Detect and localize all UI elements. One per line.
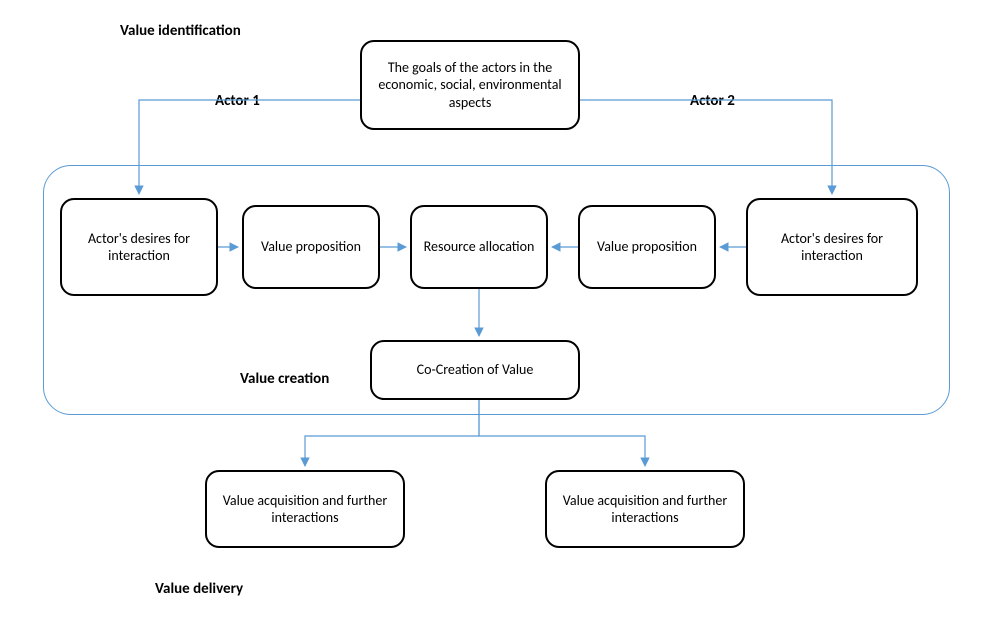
node-goals: The goals of the actors in the economic,… <box>360 40 580 130</box>
node-desires-left: Actor's desires for interaction <box>60 198 218 296</box>
label-value-identification: Value identification <box>120 22 241 40</box>
node-vaq-right: Value acquisition and further interactio… <box>545 470 745 548</box>
label-actor1: Actor 1 <box>215 92 260 110</box>
label-value-creation: Value creation <box>240 370 329 388</box>
node-vaq-left: Value acquisition and further interactio… <box>205 470 405 548</box>
label-actor2: Actor 2 <box>690 92 735 110</box>
node-value-prop-right: Value proposition <box>578 205 716 289</box>
node-resource-alloc: Resource allocation <box>410 205 548 289</box>
node-value-prop-left: Value proposition <box>242 205 380 289</box>
node-cocreation: Co-Creation of Value <box>370 340 580 400</box>
label-value-delivery: Value delivery <box>155 580 243 598</box>
diagram-canvas: Value identification Actor 1 Actor 2 Val… <box>0 0 981 620</box>
node-desires-right: Actor's desires for interaction <box>746 198 918 296</box>
